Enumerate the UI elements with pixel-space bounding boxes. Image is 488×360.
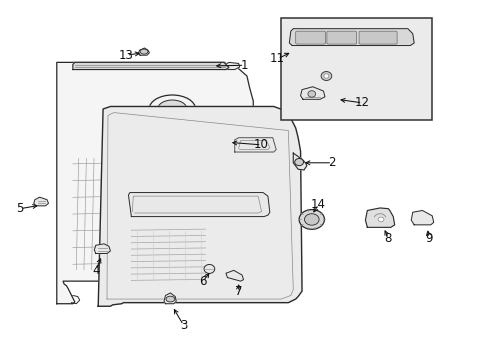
- Polygon shape: [365, 208, 394, 227]
- Text: 11: 11: [269, 52, 285, 65]
- FancyBboxPatch shape: [326, 31, 356, 44]
- Text: 2: 2: [328, 156, 335, 169]
- Polygon shape: [128, 193, 269, 217]
- Text: 6: 6: [199, 275, 206, 288]
- Text: 3: 3: [180, 319, 187, 332]
- Polygon shape: [410, 211, 433, 225]
- Text: 10: 10: [254, 138, 268, 151]
- Ellipse shape: [321, 72, 331, 81]
- Ellipse shape: [197, 108, 233, 132]
- Text: 12: 12: [354, 96, 369, 109]
- Polygon shape: [98, 107, 302, 306]
- Polygon shape: [225, 270, 243, 281]
- Text: 7: 7: [234, 285, 242, 298]
- Polygon shape: [34, 197, 48, 206]
- FancyBboxPatch shape: [281, 18, 431, 120]
- FancyBboxPatch shape: [358, 31, 396, 44]
- Polygon shape: [224, 62, 239, 69]
- Text: 9: 9: [424, 231, 432, 244]
- Ellipse shape: [304, 214, 319, 225]
- FancyBboxPatch shape: [295, 31, 325, 44]
- Ellipse shape: [307, 91, 315, 97]
- Polygon shape: [163, 293, 176, 304]
- Polygon shape: [293, 153, 306, 170]
- Ellipse shape: [324, 74, 328, 78]
- Ellipse shape: [149, 95, 195, 123]
- Ellipse shape: [158, 100, 186, 118]
- Polygon shape: [73, 62, 228, 69]
- Text: 4: 4: [92, 264, 100, 277]
- Text: 8: 8: [384, 231, 391, 244]
- Polygon shape: [239, 137, 254, 155]
- Polygon shape: [138, 48, 149, 55]
- Ellipse shape: [165, 296, 174, 302]
- Polygon shape: [234, 138, 276, 152]
- Polygon shape: [300, 87, 325, 99]
- Polygon shape: [57, 62, 254, 304]
- Ellipse shape: [377, 217, 383, 222]
- Polygon shape: [289, 29, 413, 45]
- Text: 13: 13: [119, 49, 134, 62]
- Ellipse shape: [203, 265, 214, 273]
- Ellipse shape: [204, 113, 226, 127]
- Polygon shape: [94, 244, 110, 253]
- Text: 14: 14: [310, 198, 325, 211]
- Text: 1: 1: [240, 59, 248, 72]
- Ellipse shape: [140, 49, 148, 54]
- Text: 5: 5: [17, 202, 24, 215]
- Ellipse shape: [294, 158, 303, 166]
- Ellipse shape: [299, 210, 324, 229]
